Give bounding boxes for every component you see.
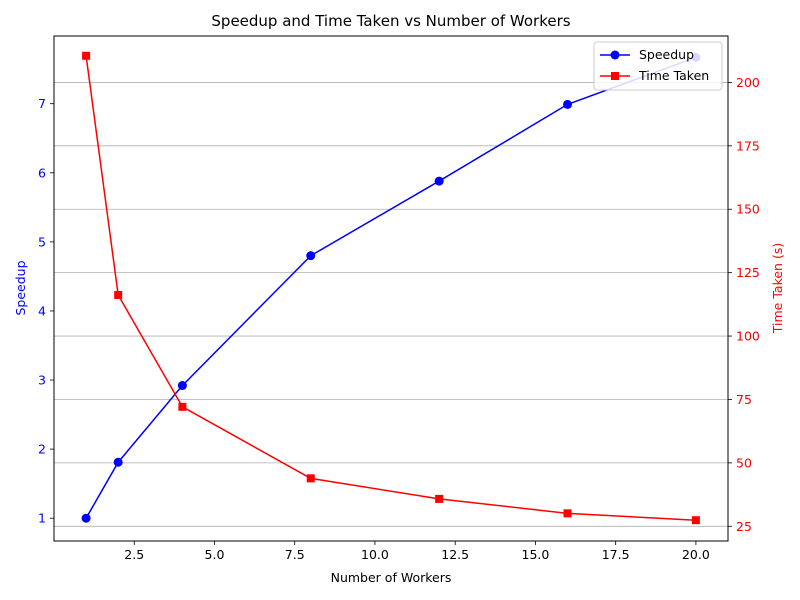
x-tick-label: 5.0 <box>205 547 225 562</box>
left-y-axis: 1 2 3 4 5 6 7 <box>38 96 54 526</box>
speedup-point <box>177 381 187 391</box>
left-y-axis-title: Speedup <box>13 260 28 315</box>
plot-frame <box>53 35 729 542</box>
right-y-tick-label: 50 <box>736 455 752 470</box>
time-taken-point <box>435 494 444 503</box>
x-tick-label: 2.5 <box>124 547 144 562</box>
right-y-tick-label: 125 <box>736 265 760 280</box>
right-y-axis-title: Time Taken (s) <box>770 243 785 334</box>
right-y-tick-label: 25 <box>736 519 752 534</box>
right-y-tick-label: 175 <box>736 138 760 153</box>
x-tick-label: 20.0 <box>682 547 710 562</box>
time-taken-point <box>691 516 700 525</box>
legend-box <box>593 41 723 91</box>
left-y-tick-label: 3 <box>38 373 46 388</box>
left-y-tick-label: 7 <box>38 96 46 111</box>
right-y-tick-label: 200 <box>736 75 760 90</box>
speedup-point <box>434 176 444 186</box>
time-taken-point <box>563 509 572 518</box>
speedup-point <box>113 457 123 467</box>
x-tick-label: 10.0 <box>361 547 389 562</box>
legend-time-marker <box>611 72 619 80</box>
legend-speedup-label: Speedup <box>639 47 694 62</box>
left-y-tick-label: 2 <box>38 442 46 457</box>
speedup-point <box>306 251 316 261</box>
x-tick-label: 15.0 <box>522 547 550 562</box>
x-axis-title: Number of Workers <box>331 570 452 585</box>
left-y-tick-label: 4 <box>38 303 46 318</box>
legend: Speedup Time Taken <box>593 41 723 91</box>
left-y-tick-label: 1 <box>38 511 46 526</box>
left-y-tick-label: 6 <box>38 165 46 180</box>
time-taken-point <box>178 402 187 411</box>
legend-speedup-marker <box>610 50 620 60</box>
x-tick-label: 7.5 <box>285 547 305 562</box>
right-y-tick-label: 150 <box>736 202 760 217</box>
x-axis: 2.5 5.0 7.5 10.0 12.5 15.0 17.5 20.0 <box>124 541 710 562</box>
left-y-tick-label: 5 <box>38 234 46 249</box>
speedup-point <box>81 513 91 523</box>
chart-title: Speedup and Time Taken vs Number of Work… <box>211 12 570 30</box>
x-tick-label: 17.5 <box>602 547 630 562</box>
right-y-axis: 25 50 75 100 125 150 175 200 <box>728 75 760 534</box>
right-y-tick-label: 100 <box>736 329 760 344</box>
time-taken-point <box>306 474 315 483</box>
right-y-tick-label: 75 <box>736 392 752 407</box>
legend-time-label: Time Taken <box>638 68 709 83</box>
speedup-point <box>563 99 573 109</box>
time-taken-point <box>82 51 91 60</box>
x-tick-label: 12.5 <box>441 547 469 562</box>
time-taken-point <box>114 290 123 299</box>
